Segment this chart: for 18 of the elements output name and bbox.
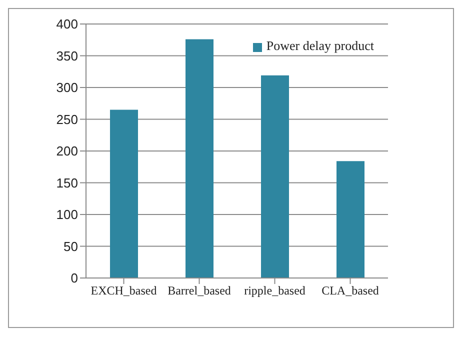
y-tick-label: 200 <box>56 144 78 159</box>
y-tick-label: 150 <box>56 175 78 190</box>
bar <box>336 161 364 278</box>
y-tick-label: 50 <box>64 238 78 254</box>
bar <box>110 110 138 278</box>
x-tick-label: EXCH_based <box>90 284 157 298</box>
bar <box>186 39 214 278</box>
y-tick-label: 350 <box>56 48 78 64</box>
x-tick-label: ripple_based <box>244 284 306 298</box>
legend-label: Power delay product <box>266 38 374 53</box>
x-tick-label: Barrel_based <box>168 284 231 298</box>
y-tick-label: 250 <box>56 112 78 127</box>
bar <box>261 75 289 278</box>
y-tick-label: 0 <box>70 270 78 286</box>
y-tick-label: 100 <box>56 207 78 222</box>
x-tick-label: CLA_based <box>322 284 379 298</box>
y-tick-label: 400 <box>56 16 78 32</box>
y-tick-label: 300 <box>56 80 78 96</box>
